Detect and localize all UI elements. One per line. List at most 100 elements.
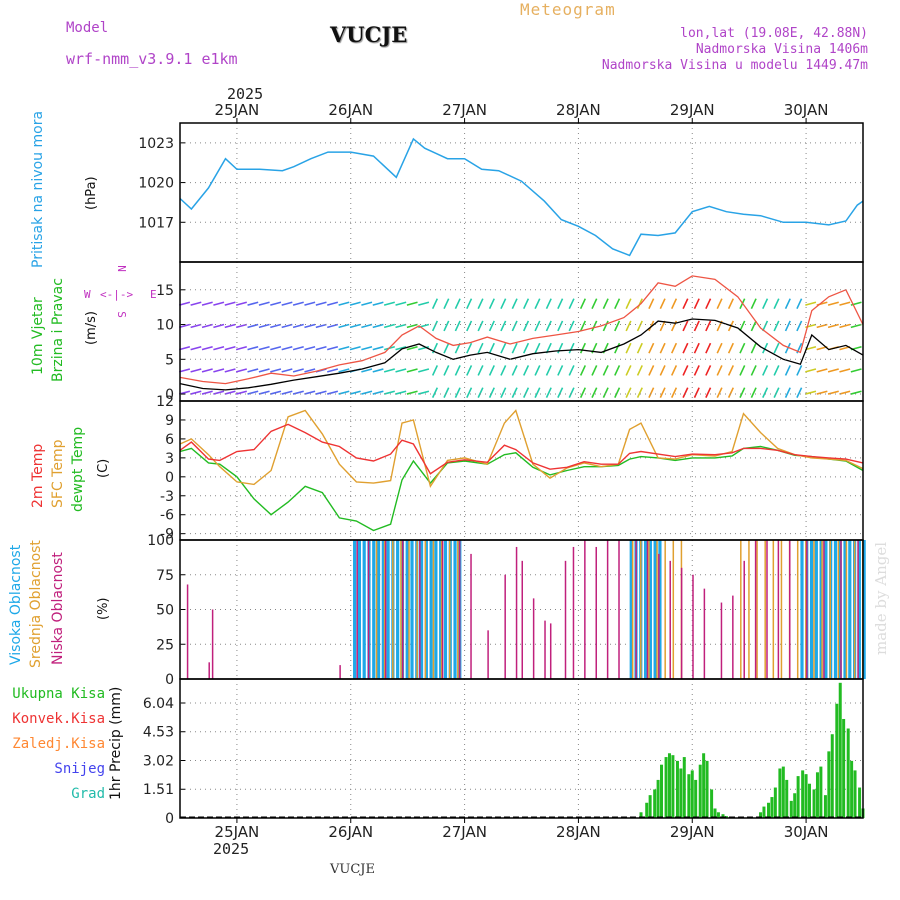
cloud-high-bar — [453, 540, 457, 679]
precip-bar — [793, 793, 797, 818]
precip-bar — [796, 776, 800, 818]
precip-bar — [850, 760, 854, 818]
panel-border-wind — [179, 261, 864, 402]
precip-bar — [773, 787, 777, 818]
wind-arrow — [281, 345, 293, 351]
wind-arrow — [224, 390, 236, 395]
wind-arrow — [534, 298, 541, 310]
wind-arrow — [443, 298, 450, 310]
wind-arrow — [488, 365, 495, 376]
wind-arrow — [716, 387, 723, 398]
wind-arrow — [773, 320, 780, 332]
wind-arrow — [796, 365, 803, 376]
y-tick-label: -9 — [160, 527, 174, 543]
wind-arrow — [372, 301, 384, 306]
wind-arrow — [534, 387, 541, 398]
wind-arrow — [190, 390, 202, 395]
wind-arrow — [190, 345, 202, 351]
cloud-mid-bar — [440, 540, 443, 679]
pressure-line — [179, 137, 864, 257]
cloud-mid-bar — [805, 540, 807, 679]
cloud-mid-bar — [740, 540, 742, 679]
cloud-low-bar — [635, 540, 637, 679]
cloud-mid-bar — [764, 540, 766, 679]
wind-arrow — [201, 368, 213, 373]
wind-arrow — [406, 368, 418, 373]
wind-arrow — [443, 342, 450, 354]
x-axis-label-top: 28JAN — [556, 101, 601, 119]
wind-arrow — [292, 390, 304, 395]
wind-arrow — [247, 390, 259, 395]
wind-arrow — [762, 387, 769, 398]
cloud-high-bar — [424, 540, 428, 679]
cloud-high-bar — [833, 540, 838, 679]
wind-arrow — [648, 298, 655, 310]
wind-arrow — [773, 365, 780, 376]
wind-arrow — [805, 368, 817, 373]
precip-legend-frz: Zaledj.Kisa — [12, 736, 105, 752]
wind-arrow — [361, 368, 373, 373]
wind-arrow — [727, 365, 735, 376]
wind-arrow — [602, 365, 609, 376]
wind-arrow — [327, 390, 339, 395]
precip-bar — [804, 774, 808, 818]
cloud-low-bar — [339, 665, 341, 679]
wind-arrow — [850, 323, 862, 329]
cloud-low-bar — [532, 598, 535, 679]
wind-arrow — [454, 387, 461, 398]
wind-arrow — [773, 387, 780, 398]
precip-bar — [807, 783, 811, 818]
wind-arrow — [625, 298, 632, 310]
cloud-low-bar — [606, 540, 609, 679]
wind-arrow — [693, 320, 700, 332]
cloud-low-bar — [692, 574, 694, 679]
x-axis-label-bottom: 30JAN — [784, 823, 829, 841]
cloud-low-bar — [441, 540, 444, 679]
wind-arrow — [466, 320, 473, 332]
y-tick-label: 100 — [147, 533, 174, 549]
precip-bar — [815, 772, 819, 818]
wind-arrow — [270, 323, 282, 329]
year-top: 2025 — [227, 85, 264, 103]
cloud-high-bar — [814, 540, 818, 679]
wind-arrow — [796, 298, 803, 310]
wind-arrow — [406, 390, 418, 395]
wind-arrow — [431, 298, 439, 310]
wind-arrow — [235, 345, 247, 351]
cloud-mid-bar — [416, 540, 418, 679]
cloud-low-bar — [669, 560, 671, 679]
wind-arrow — [614, 365, 621, 376]
wind-arrow — [292, 345, 304, 351]
wind-arrow — [523, 298, 530, 310]
wind-arrow — [545, 298, 552, 310]
wind-arrow — [625, 342, 632, 354]
wind-arrow — [557, 342, 564, 354]
wind-arrow — [500, 342, 507, 354]
y-tick-label: 25 — [156, 637, 174, 653]
wind-arrow — [602, 320, 609, 332]
wind-arrow — [750, 320, 757, 332]
wind-arrow — [705, 365, 712, 376]
wind-arrow — [395, 301, 407, 306]
y-tick-label: 0 — [165, 811, 174, 827]
precip-bar — [667, 753, 671, 818]
wind-arrow — [784, 298, 791, 310]
cloud-high-bar — [443, 540, 448, 679]
cloud-mid-bar — [640, 540, 642, 679]
y-tick-label: 0 — [165, 470, 174, 486]
wind-arrow — [258, 323, 270, 329]
wind-arrow — [591, 320, 598, 332]
cloud-low-bar — [766, 540, 768, 679]
y-tick-label: 1017 — [138, 215, 174, 231]
x-axis-label-bottom: 27JAN — [442, 823, 487, 841]
wind-arrow — [805, 345, 817, 351]
wind-arrow — [488, 342, 495, 354]
wind-arrow — [670, 298, 678, 310]
cloud-low-bar — [208, 662, 210, 679]
wind-arrow — [418, 368, 430, 373]
wind-arrow — [557, 387, 564, 398]
precip-bar — [713, 808, 717, 818]
cloud-low-bar — [754, 540, 757, 679]
y-tick-label: 3 — [165, 451, 174, 467]
cloud-low-bar — [823, 540, 825, 679]
